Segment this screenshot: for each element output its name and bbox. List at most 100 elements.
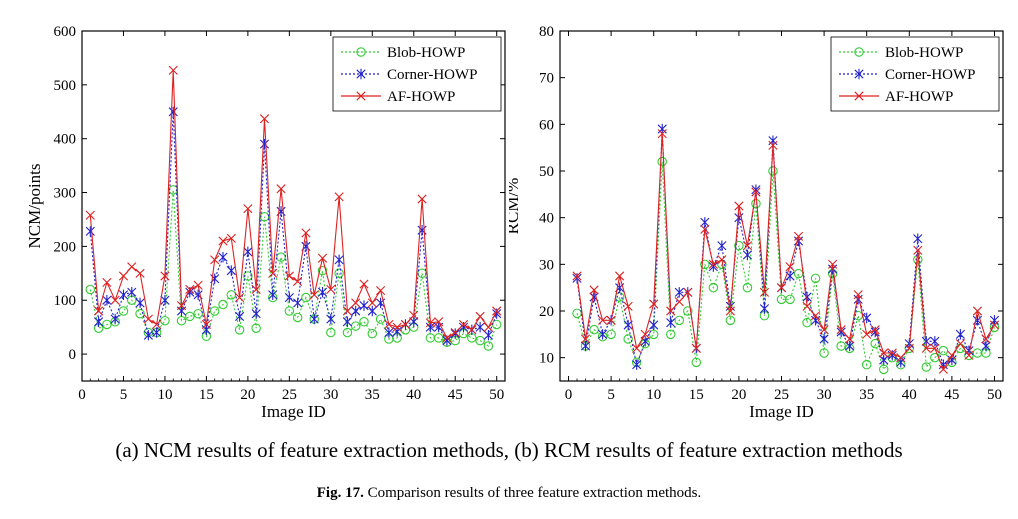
data-point-blob — [878, 364, 889, 375]
data-point-af — [334, 192, 344, 202]
series-line-corner — [576, 128, 996, 367]
data-point-af — [483, 322, 494, 332]
data-point-blob — [284, 306, 295, 316]
y-tick-label: 100 — [54, 293, 77, 309]
y-tick-label: 500 — [54, 78, 77, 94]
data-point-corner — [785, 270, 795, 282]
data-point-af — [717, 255, 727, 265]
data-point-blob — [243, 271, 253, 281]
x-tick-label: 20 — [731, 387, 746, 403]
x-axis-label: Image ID — [261, 402, 326, 421]
data-point-blob — [475, 335, 485, 346]
data-point-corner — [110, 313, 120, 325]
legend-label-blob: Blob-HOWP — [885, 45, 963, 61]
data-point-corner — [326, 313, 336, 325]
data-point-blob — [836, 341, 846, 351]
data-point-corner — [226, 265, 236, 276]
x-tick-label: 50 — [987, 387, 1002, 403]
data-point-corner — [947, 354, 957, 366]
figure-caption: Fig. 17. Comparison results of three fea… — [0, 485, 1018, 502]
data-point-af — [657, 129, 667, 139]
data-point-af — [467, 325, 477, 335]
data-point-corner — [168, 106, 178, 117]
data-point-corner — [384, 327, 394, 338]
data-point-blob — [623, 334, 633, 344]
data-point-af — [649, 299, 659, 309]
data-point-af — [268, 268, 278, 278]
data-point-corner — [666, 317, 676, 328]
data-point-af — [913, 245, 923, 255]
data-point-af — [964, 350, 974, 360]
data-point-blob — [708, 282, 719, 293]
data-point-af — [210, 255, 220, 265]
data-point-af — [700, 224, 710, 234]
data-point-af — [793, 231, 804, 241]
data-point-corner — [632, 359, 642, 370]
data-point-blob — [666, 329, 676, 340]
legend-marker-corner — [854, 68, 864, 80]
data-point-af — [135, 268, 145, 278]
data-point-corner — [93, 316, 104, 327]
data-point-af — [293, 276, 303, 286]
data-point-af — [110, 295, 120, 305]
x-tick-label: 20 — [240, 387, 255, 403]
data-point-af — [955, 339, 965, 349]
data-point-blob — [102, 319, 112, 330]
data-point-corner — [475, 321, 485, 333]
data-point-af — [640, 329, 650, 339]
legend-label-blob: Blob-HOWP — [387, 45, 465, 61]
data-point-blob — [193, 308, 203, 319]
data-point-blob — [342, 327, 353, 338]
data-point-corner — [768, 135, 778, 146]
data-point-blob — [785, 294, 795, 305]
plot-frame — [81, 30, 506, 382]
data-point-af — [201, 319, 212, 330]
data-point-corner — [425, 321, 435, 333]
x-tick-label: 10 — [157, 387, 172, 403]
data-point-blob — [359, 317, 369, 327]
data-point-blob — [921, 362, 932, 372]
data-point-blob — [218, 299, 228, 310]
x-tick-label: 50 — [489, 387, 504, 403]
data-point-blob — [674, 315, 685, 326]
data-point-af — [417, 194, 427, 204]
x-tick-label: 15 — [689, 387, 704, 403]
x-tick-label: 45 — [448, 387, 463, 403]
data-point-af — [666, 306, 676, 316]
data-point-af — [734, 201, 744, 211]
y-tick-label: 10 — [539, 351, 554, 367]
data-point-af — [434, 317, 444, 327]
y-tick-label: 70 — [539, 71, 554, 87]
data-point-corner — [251, 308, 261, 319]
data-point-af — [853, 290, 863, 300]
data-point-corner — [234, 311, 245, 322]
data-point-blob — [938, 345, 949, 356]
data-point-blob — [683, 306, 693, 316]
data-point-blob — [334, 268, 344, 279]
data-point-blob — [251, 323, 261, 333]
data-point-af — [375, 285, 386, 296]
data-point-blob — [768, 166, 778, 176]
data-point-blob — [160, 315, 170, 326]
series-af — [572, 129, 1000, 374]
data-point-corner — [143, 330, 153, 341]
data-point-blob — [234, 325, 245, 335]
data-point-corner — [819, 333, 829, 345]
data-point-af — [819, 325, 829, 335]
data-point-af — [243, 204, 253, 214]
data-point-corner — [580, 340, 591, 352]
x-tick-label: 15 — [199, 387, 214, 403]
series-corner — [572, 123, 1000, 370]
data-point-af — [127, 262, 137, 272]
data-point-corner — [127, 286, 137, 298]
data-point-corner — [717, 240, 727, 251]
data-point-af — [725, 306, 735, 316]
data-point-corner — [649, 319, 659, 331]
data-point-blob — [367, 328, 378, 339]
data-point-af — [152, 319, 162, 330]
data-point-af — [947, 350, 957, 360]
x-tick-label: 25 — [774, 387, 789, 403]
data-point-blob — [375, 314, 386, 324]
data-point-corner — [243, 246, 253, 257]
data-point-af — [580, 334, 591, 344]
